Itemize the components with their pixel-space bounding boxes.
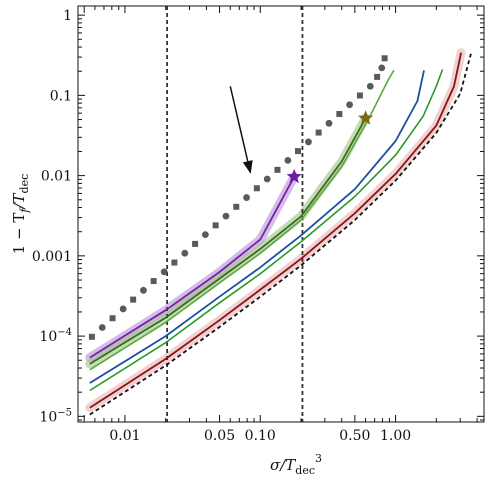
dotted-series-point: [381, 55, 388, 62]
dotted-series-point: [109, 315, 116, 322]
dotted-series-point: [284, 156, 292, 164]
dotted-series-point: [374, 73, 381, 80]
series-band-1: [85, 172, 299, 363]
y-tick-label: 0.001: [32, 249, 72, 265]
dotted-series-point: [88, 333, 95, 340]
dotted-series-point: [305, 138, 312, 146]
y-tick-label: 0.1: [50, 88, 72, 104]
y-tick-label: 0.01: [41, 169, 72, 185]
star-markers: [286, 110, 374, 184]
dotted-series-point: [222, 212, 230, 220]
dotted-series-point: [130, 296, 137, 303]
series-line-6: [89, 52, 462, 409]
dotted-series-point: [212, 222, 219, 229]
x-tick-label: 0.50: [339, 428, 370, 444]
arrow-head: [242, 160, 253, 174]
y-axis-ticks: 10−5 10−4 0.001 0.01 0.1 1: [32, 8, 484, 425]
dotted-series-point: [336, 111, 343, 118]
series-line-1: [89, 176, 295, 359]
x-tick-label: 0.05: [204, 428, 235, 444]
dotted-series-point: [233, 203, 240, 210]
dotted-series-point: [263, 175, 271, 183]
dotted-series-point: [378, 64, 386, 72]
dotted-series-point: [346, 101, 353, 109]
series-line-4: [89, 70, 425, 384]
dotted-series-point: [356, 92, 363, 99]
dotted-series-point: [119, 305, 127, 313]
dotted-series-point: [201, 231, 209, 239]
dotted-series-point: [294, 148, 301, 155]
dotted-series-point: [171, 259, 178, 266]
y-tick-label: 10−4: [39, 327, 72, 345]
dotted-series-point: [140, 286, 147, 294]
star-marker-1: [286, 168, 302, 184]
x-axis-label: σ/Tdec3: [270, 452, 322, 477]
dotted-series-point: [160, 268, 168, 276]
dotted-series-point: [253, 185, 260, 192]
series-line-5: [89, 69, 444, 392]
dotted-series-point: [325, 119, 333, 127]
dotted-series-point: [181, 249, 189, 257]
series-lines: [89, 52, 472, 416]
vertical-reference-lines: [166, 6, 304, 422]
arrow-annotation: [229, 86, 253, 174]
y-axis-label: 1 − Tf/Tdec: [10, 174, 31, 255]
x-tick-label: 1.00: [380, 428, 411, 444]
series-line-3: [89, 69, 395, 371]
dotted-series-point: [274, 166, 281, 173]
dotted-series-point: [366, 82, 374, 90]
dotted-series-point: [150, 278, 157, 285]
plot-frame: [77, 5, 485, 423]
series-line-2: [89, 117, 367, 365]
x-axis-ticks: 0.01 0.05 0.10 0.50 1.00: [83, 6, 478, 444]
dotted-series-point: [192, 240, 199, 247]
star-marker-2: [358, 110, 374, 125]
dotted-series: [88, 55, 388, 340]
dotted-series-point: [243, 194, 250, 201]
arrow-shaft: [229, 86, 249, 162]
dotted-series-point: [315, 129, 322, 136]
y-tick-label: 10−5: [39, 407, 72, 425]
series-line-7: [89, 53, 472, 416]
x-tick-label: 0.10: [245, 428, 276, 444]
y-tick-label: 1: [63, 8, 72, 24]
dotted-series-point: [98, 324, 106, 331]
x-tick-label: 0.01: [109, 428, 140, 444]
